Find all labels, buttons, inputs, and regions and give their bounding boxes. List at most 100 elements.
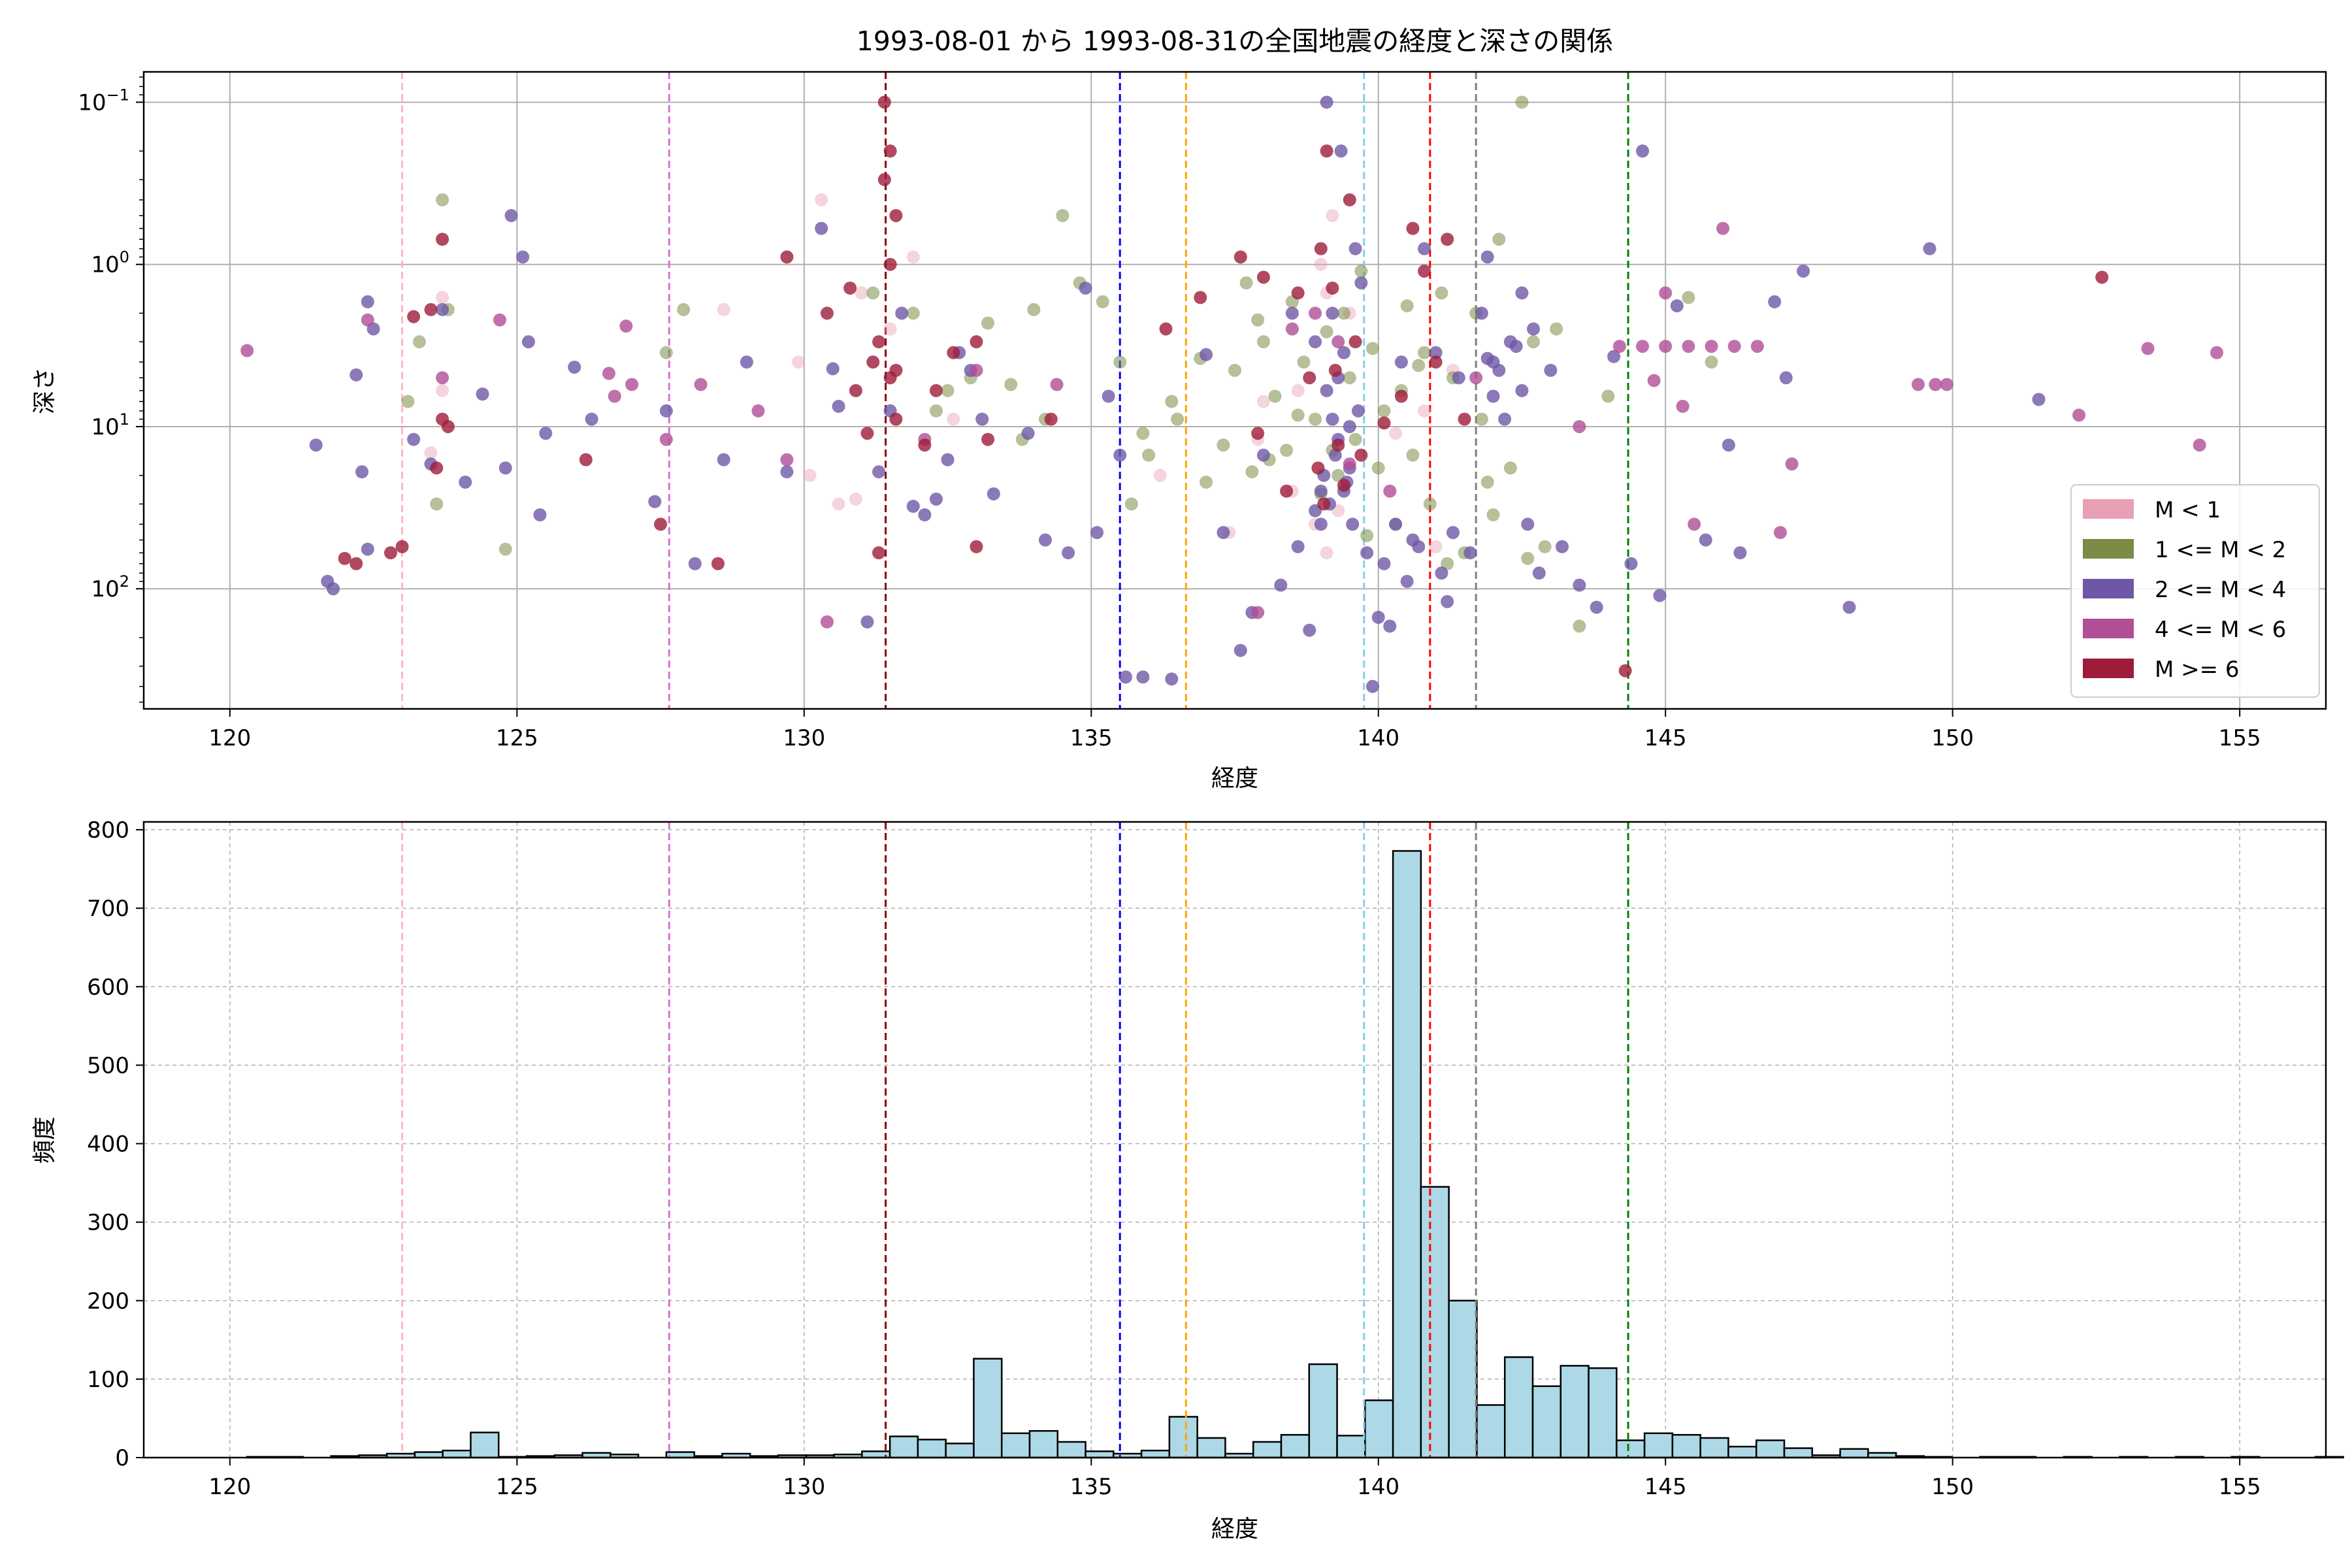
scatter-point [918,438,932,452]
scatter-point [1360,546,1374,560]
scatter-point [1062,546,1075,560]
scatter-x-tick-label: 130 [783,725,825,751]
scatter-point [1119,670,1132,684]
scatter-point [608,389,621,403]
scatter-point [1326,281,1339,295]
scatter-point [1435,286,1448,300]
scatter-x-tick-label: 150 [1931,725,1974,751]
scatter-point [498,542,512,556]
scatter-point [659,404,673,417]
histogram-x-tick-label: 130 [783,1474,825,1500]
scatter-point [1233,250,1247,264]
scatter-point [1515,95,1529,109]
scatter-point [1194,291,1207,304]
scatter-point [1113,448,1127,462]
scatter-point [1400,299,1414,313]
scatter-point [803,468,817,482]
scatter-y-tick-label: 10−1 [78,86,129,116]
scatter-point [1435,566,1448,580]
scatter-point [1274,578,1288,592]
scatter-point [929,384,943,397]
scatter-point [1607,350,1621,363]
scatter-point [1492,363,1506,377]
scatter-point [1486,508,1500,522]
legend-label: M >= 6 [2155,657,2240,683]
scatter-y-tick-label: 102 [91,572,129,602]
scatter-point [1309,412,1322,426]
histogram-bar [442,1449,472,1459]
scatter-point [1165,672,1179,686]
scatter-point [751,404,765,417]
scatter-point [1314,242,1328,255]
scatter-point [240,344,254,357]
scatter-point [1142,448,1156,462]
scatter-point [1285,322,1299,336]
scatter-point [476,387,489,401]
scatter-y-tick-base: 10 [91,576,119,602]
legend-label: 1 <= M < 2 [2155,537,2286,563]
scatter-point [1383,484,1397,498]
scatter-point [1612,340,1626,353]
scatter-point [1328,448,1342,462]
scatter-point [539,427,553,440]
histogram-bar [1616,1439,1646,1459]
scatter-point [2072,408,2086,422]
scatter-point [436,233,449,246]
scatter-y-tick-base: 10 [91,252,119,278]
scatter-point [1429,355,1443,369]
scatter-point [877,95,891,109]
histogram-bar [470,1431,500,1459]
legend-swatch [2083,579,2134,598]
scatter-point [1343,419,1356,433]
histogram-bar [1000,1432,1031,1459]
scatter-point [1090,526,1104,540]
scatter-point [1354,276,1368,289]
scatter-point [820,615,834,629]
scatter-point [361,313,374,327]
scatter-point [1285,306,1299,320]
scatter-point [740,355,753,369]
scatter-point [970,540,983,553]
scatter-point [889,208,903,222]
scatter-point [1480,351,1494,365]
histogram-bar [1028,1429,1059,1459]
scatter-point [424,446,438,460]
scatter-point [1165,395,1179,408]
scatter-point [849,384,862,397]
scatter-point [1774,526,1787,540]
histogram-x-axis-label: 経度 [1211,1516,1258,1543]
scatter-point [1716,221,1730,235]
scatter-point [1331,438,1345,452]
scatter-point [1328,363,1342,377]
scatter-point [659,433,673,446]
scatter-point [1056,208,1070,222]
scatter-point [694,378,708,391]
scatter-point [1200,475,1213,489]
scatter-point [1590,600,1603,614]
scatter-point [1521,551,1535,565]
scatter-point [815,193,828,206]
histogram-bar [1643,1432,1674,1459]
scatter-point [1842,600,1856,614]
scatter-point [1343,193,1356,206]
scatter-point [1337,346,1350,359]
scatter-point [981,316,995,330]
histogram-x-tick-label: 150 [1931,1474,1974,1500]
scatter-point [1389,517,1403,531]
scatter-point [1750,340,1764,353]
scatter-point [2095,270,2109,284]
scatter-point [1722,438,1735,452]
histogram-bar [665,1451,695,1459]
scatter-point [1676,399,1690,413]
scatter-point [1601,389,1615,403]
scatter-point [1940,378,1953,391]
histogram-bar [945,1443,975,1459]
scatter-point [1624,557,1638,570]
scatter-point [941,384,955,397]
scatter-point [1475,306,1488,320]
scatter-point [401,395,415,408]
scatter-point [1291,408,1305,422]
scatter-y-tick-exponent: 1 [120,410,129,429]
histogram-bar [1531,1385,1562,1459]
scatter-point [585,412,598,426]
